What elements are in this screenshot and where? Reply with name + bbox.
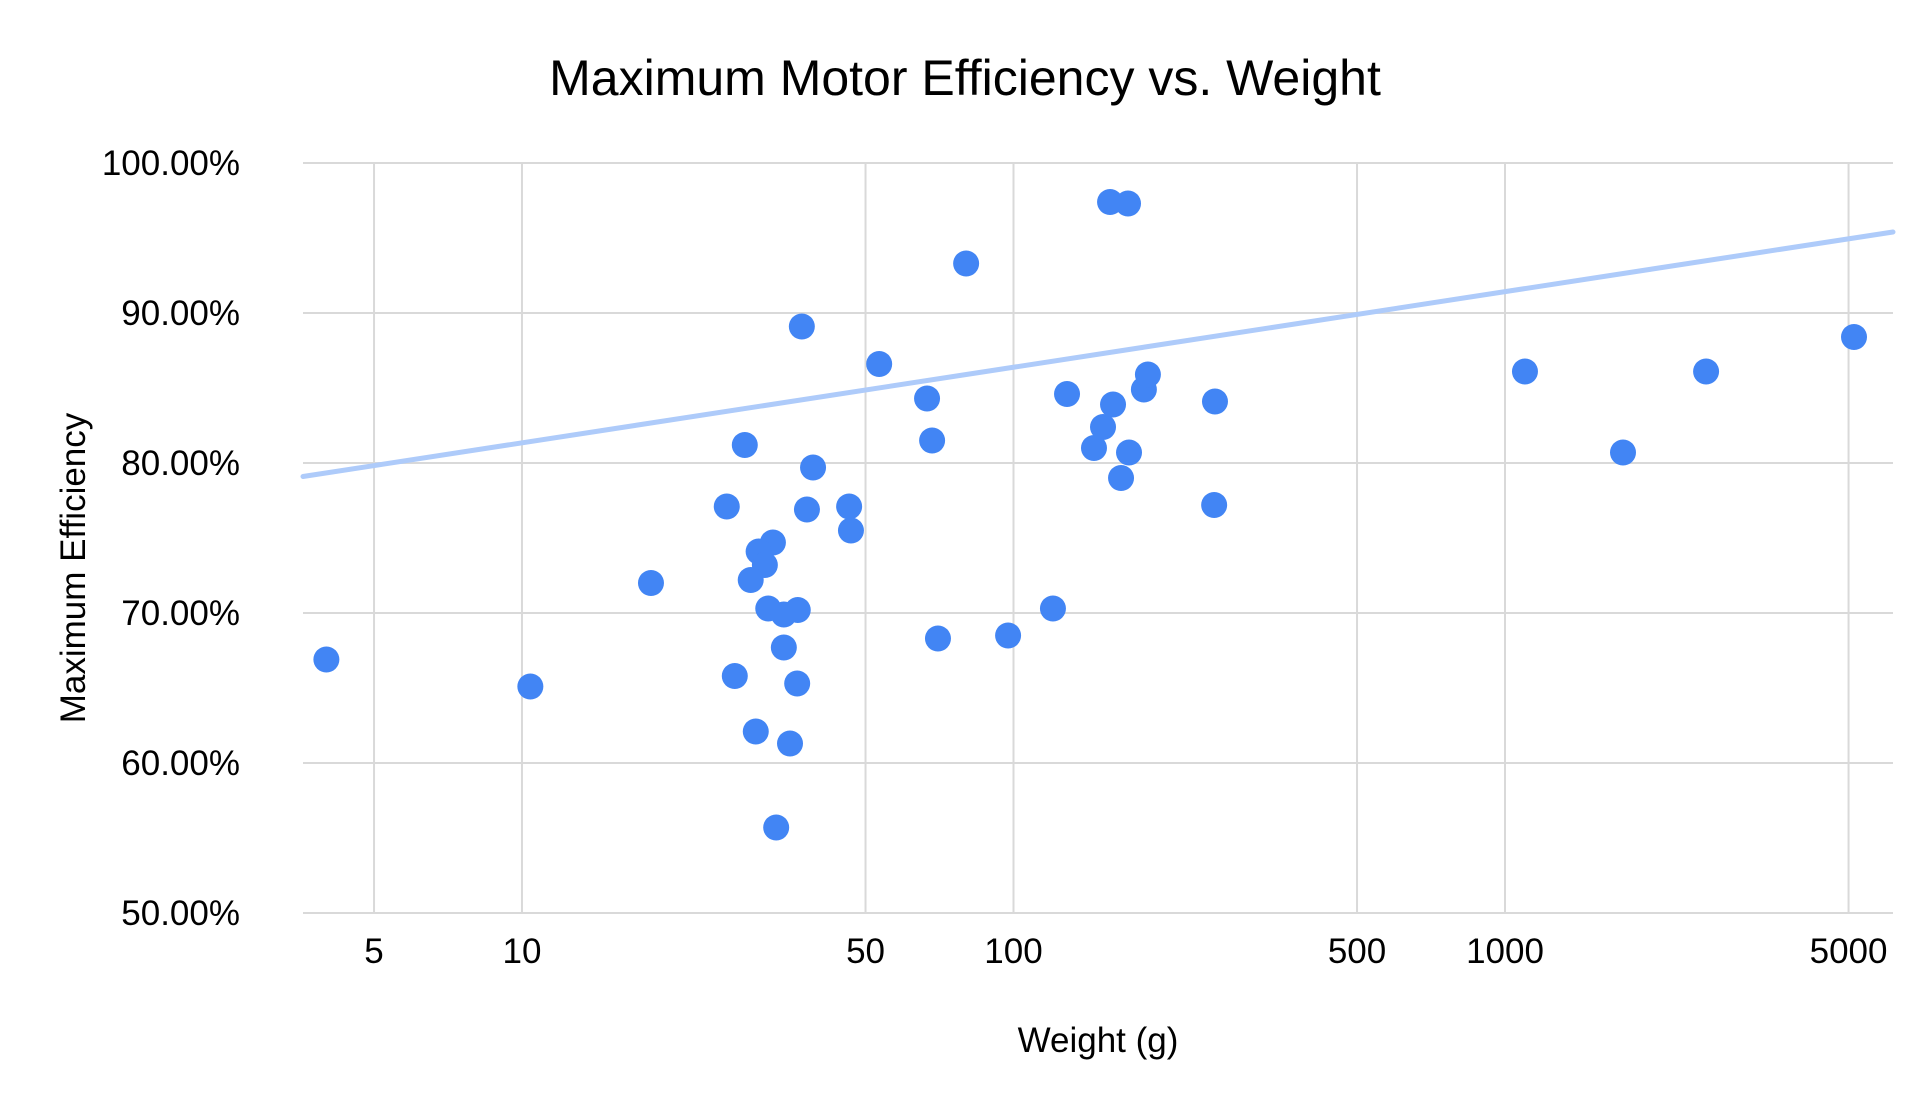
chart-title: Maximum Motor Efficiency vs. Weight — [549, 50, 1381, 106]
data-point[interactable] — [1609, 439, 1636, 466]
y-axis-tick-label: 70.00% — [121, 594, 240, 633]
data-point[interactable] — [1054, 381, 1081, 407]
data-point[interactable] — [1201, 492, 1228, 518]
x-axis-tick-label: 10 — [503, 932, 542, 971]
data-point[interactable] — [1116, 439, 1143, 466]
x-axis-title: Weight (g) — [1018, 1021, 1179, 1060]
data-point[interactable] — [1080, 435, 1107, 461]
x-axis-tick-label: 1000 — [1466, 932, 1544, 971]
data-point[interactable] — [800, 454, 827, 481]
data-point[interactable] — [731, 432, 758, 458]
data-point[interactable] — [770, 634, 797, 661]
gridlines — [303, 162, 1893, 914]
y-axis-tick-label: 90.00% — [121, 294, 240, 333]
y-axis-tick-label: 60.00% — [121, 744, 240, 783]
data-point[interactable] — [777, 730, 804, 757]
data-point[interactable] — [793, 496, 820, 523]
data-point[interactable] — [784, 670, 811, 697]
data-point[interactable] — [313, 646, 340, 673]
data-point[interactable] — [637, 570, 664, 596]
data-point[interactable] — [742, 718, 769, 745]
data-points — [313, 189, 1868, 841]
data-point[interactable] — [866, 351, 893, 377]
data-point[interactable] — [713, 493, 740, 520]
y-axis-tick-label: 100.00% — [102, 144, 240, 183]
x-axis-tick-label: 500 — [1328, 932, 1386, 971]
data-point[interactable] — [919, 427, 946, 454]
trend-line — [300, 229, 1896, 479]
data-point[interactable] — [914, 385, 941, 412]
axis-tick-labels: 50.00% 60.00% 70.00% 80.00% 90.00% 100.00% 5 10… — [102, 144, 1888, 971]
data-point[interactable] — [953, 250, 980, 277]
data-point[interactable] — [836, 493, 863, 520]
data-point[interactable] — [924, 625, 951, 652]
y-axis-tick-label: 50.00% — [121, 894, 240, 933]
trend-line-group — [300, 229, 1896, 479]
x-axis-tick-label: 50 — [846, 932, 885, 971]
data-point[interactable] — [1841, 324, 1868, 350]
data-point[interactable] — [1693, 358, 1720, 385]
x-axis-tick-label: 5 — [364, 932, 383, 971]
x-axis-tick-label: 100 — [984, 932, 1042, 971]
data-point[interactable] — [1201, 388, 1228, 415]
data-point[interactable] — [1100, 391, 1127, 418]
data-point[interactable] — [1134, 361, 1161, 388]
data-point[interactable] — [784, 597, 811, 623]
data-point[interactable] — [737, 567, 764, 593]
data-point[interactable] — [837, 517, 864, 544]
data-point[interactable] — [995, 622, 1022, 649]
data-point[interactable] — [517, 673, 544, 700]
data-point[interactable] — [1511, 358, 1538, 385]
data-point[interactable] — [788, 313, 815, 340]
x-axis-tick-label: 5000 — [1810, 932, 1888, 971]
data-point[interactable] — [1090, 414, 1117, 440]
data-point[interactable] — [1108, 465, 1135, 491]
data-point[interactable] — [763, 814, 790, 841]
y-axis-title: Maximum Efficiency — [54, 412, 93, 723]
data-point[interactable] — [721, 663, 748, 689]
data-point[interactable] — [1039, 595, 1066, 622]
data-point[interactable] — [1115, 190, 1142, 217]
y-axis-tick-label: 80.00% — [121, 444, 240, 483]
